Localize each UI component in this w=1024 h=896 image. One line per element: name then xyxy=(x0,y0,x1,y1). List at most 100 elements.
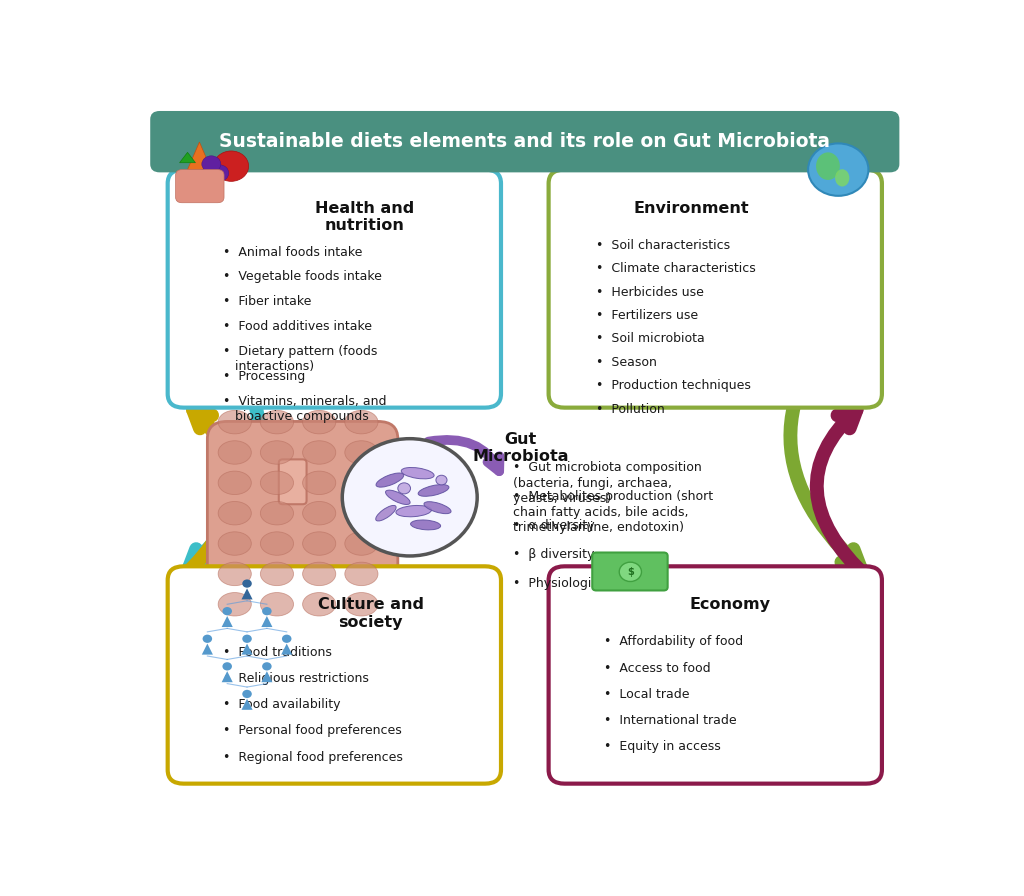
Polygon shape xyxy=(261,671,272,682)
Ellipse shape xyxy=(376,473,403,487)
FancyBboxPatch shape xyxy=(592,553,668,590)
Circle shape xyxy=(282,634,292,643)
Text: •  Vegetable foods intake: • Vegetable foods intake xyxy=(223,271,382,283)
FancyBboxPatch shape xyxy=(549,169,882,408)
Ellipse shape xyxy=(218,441,251,464)
Ellipse shape xyxy=(376,505,396,521)
FancyBboxPatch shape xyxy=(292,616,315,649)
FancyBboxPatch shape xyxy=(207,421,397,635)
Ellipse shape xyxy=(218,562,251,586)
Text: Sustainable diets elements and its role on Gut Microbiota: Sustainable diets elements and its role … xyxy=(219,132,830,151)
Ellipse shape xyxy=(303,502,336,525)
Ellipse shape xyxy=(303,410,336,434)
Text: •  Dietary pattern (foods
   interactions): • Dietary pattern (foods interactions) xyxy=(223,345,378,374)
Text: •  Religious restrictions: • Religious restrictions xyxy=(223,672,369,685)
Text: •  β diversity: • β diversity xyxy=(513,548,594,562)
Ellipse shape xyxy=(218,532,251,556)
Ellipse shape xyxy=(260,502,294,525)
Ellipse shape xyxy=(411,520,440,530)
Text: Gut
Microbiota: Gut Microbiota xyxy=(473,432,569,464)
Text: Health and
nutrition: Health and nutrition xyxy=(314,201,414,233)
Ellipse shape xyxy=(303,592,336,616)
Ellipse shape xyxy=(345,592,378,616)
Ellipse shape xyxy=(345,502,378,525)
Ellipse shape xyxy=(260,562,294,586)
Ellipse shape xyxy=(260,471,294,495)
Text: •  Production techniques: • Production techniques xyxy=(596,379,751,392)
Text: •  Animal foods intake: • Animal foods intake xyxy=(223,246,362,259)
Text: •  α diversity: • α diversity xyxy=(513,520,595,532)
Circle shape xyxy=(222,662,232,670)
Polygon shape xyxy=(242,643,253,655)
Ellipse shape xyxy=(303,562,336,586)
Ellipse shape xyxy=(424,502,451,513)
Circle shape xyxy=(203,634,212,643)
Ellipse shape xyxy=(218,410,251,434)
Polygon shape xyxy=(202,643,213,655)
Circle shape xyxy=(243,580,252,588)
Text: •  International trade: • International trade xyxy=(604,714,737,727)
Circle shape xyxy=(808,143,868,196)
Polygon shape xyxy=(179,152,196,163)
Ellipse shape xyxy=(345,441,378,464)
Text: •  Climate characteristics: • Climate characteristics xyxy=(596,262,756,275)
Circle shape xyxy=(214,151,249,181)
Text: Environment: Environment xyxy=(633,201,749,216)
Ellipse shape xyxy=(260,441,294,464)
Text: •  Processing: • Processing xyxy=(223,370,305,383)
Ellipse shape xyxy=(436,475,447,485)
Polygon shape xyxy=(282,643,292,655)
Polygon shape xyxy=(242,589,253,599)
Text: Economy: Economy xyxy=(690,598,771,612)
Text: •  Season: • Season xyxy=(596,356,657,369)
Ellipse shape xyxy=(345,562,378,586)
Ellipse shape xyxy=(218,471,251,495)
Text: •  Access to food: • Access to food xyxy=(604,661,711,675)
Ellipse shape xyxy=(396,505,431,517)
Circle shape xyxy=(198,168,217,185)
Text: •  Food traditions: • Food traditions xyxy=(223,646,332,659)
FancyBboxPatch shape xyxy=(549,566,882,784)
Text: •  Physiologic function: • Physiologic function xyxy=(513,577,653,590)
Polygon shape xyxy=(221,671,232,682)
Circle shape xyxy=(342,439,477,556)
Ellipse shape xyxy=(218,502,251,525)
Text: •  Soil characteristics: • Soil characteristics xyxy=(596,238,730,252)
Text: •  Regional food preferences: • Regional food preferences xyxy=(223,751,403,763)
Ellipse shape xyxy=(345,532,378,556)
FancyBboxPatch shape xyxy=(176,169,224,202)
Circle shape xyxy=(620,562,641,582)
Ellipse shape xyxy=(260,592,294,616)
Text: •  Soil microbiota: • Soil microbiota xyxy=(596,332,705,346)
Circle shape xyxy=(262,662,271,670)
Polygon shape xyxy=(187,142,211,169)
Polygon shape xyxy=(221,616,232,627)
Text: Culture and
society: Culture and society xyxy=(317,598,424,630)
Ellipse shape xyxy=(303,441,336,464)
Text: •  Vitamins, minerals, and
   bioactive compounds: • Vitamins, minerals, and bioactive comp… xyxy=(223,394,387,423)
Text: •  Herbicides use: • Herbicides use xyxy=(596,286,705,298)
Ellipse shape xyxy=(836,169,849,186)
Circle shape xyxy=(222,607,232,616)
Text: $: $ xyxy=(627,567,634,577)
Ellipse shape xyxy=(385,490,411,504)
Circle shape xyxy=(202,156,221,172)
Ellipse shape xyxy=(303,471,336,495)
Text: •  Fertilizers use: • Fertilizers use xyxy=(596,309,698,322)
Text: •  Equity in access: • Equity in access xyxy=(604,740,721,754)
Ellipse shape xyxy=(218,592,251,616)
FancyBboxPatch shape xyxy=(168,566,501,784)
Ellipse shape xyxy=(345,410,378,434)
Text: •  Pollution: • Pollution xyxy=(596,403,665,416)
Text: •  Food availability: • Food availability xyxy=(223,698,341,711)
Circle shape xyxy=(262,607,271,616)
Ellipse shape xyxy=(401,468,434,478)
Text: •  Affordability of food: • Affordability of food xyxy=(604,635,743,649)
Polygon shape xyxy=(261,616,272,627)
Text: •  Local trade: • Local trade xyxy=(604,688,689,701)
Text: •  Fiber intake: • Fiber intake xyxy=(223,295,311,308)
Ellipse shape xyxy=(345,471,378,495)
Ellipse shape xyxy=(260,410,294,434)
Text: •  Personal food preferences: • Personal food preferences xyxy=(223,724,402,737)
Circle shape xyxy=(243,634,252,643)
